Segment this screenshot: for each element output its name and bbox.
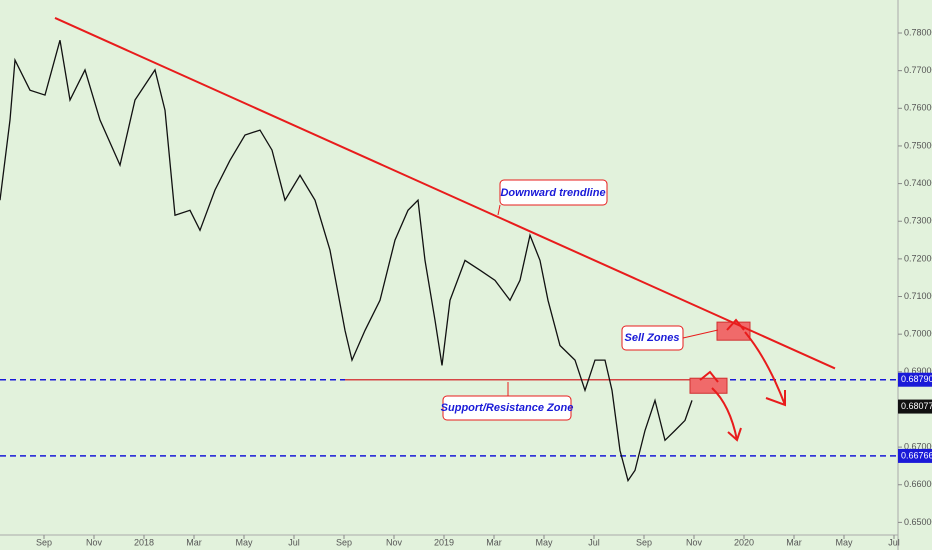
- x-tick-label: Nov: [86, 537, 103, 547]
- annotation: Support/Resistance Zone: [441, 402, 574, 414]
- callout-pointer: [497, 204, 501, 216]
- price-tag: [898, 448, 932, 463]
- sell-zone: [716, 321, 751, 341]
- callout-box: [442, 395, 572, 421]
- x-tick-label: May: [535, 537, 553, 547]
- x-tick-label: Nov: [386, 537, 403, 547]
- last-price-tag: [898, 399, 932, 414]
- arrows: [699, 318, 786, 442]
- price-tag: [898, 372, 932, 387]
- caret: [726, 318, 745, 331]
- x-tick-label: 2019: [434, 537, 454, 547]
- x-tick-label: Mar: [186, 537, 202, 547]
- x-tick-label: 2020: [734, 537, 754, 547]
- x-tick-label: May: [835, 537, 853, 547]
- caret: [699, 370, 719, 383]
- annotation: Downward trendline: [500, 187, 605, 199]
- x-tick-label: Mar: [786, 537, 802, 547]
- trendline: [54, 17, 836, 370]
- price-tag-label: 0.68790: [901, 374, 932, 384]
- callout: Downward trendline: [497, 179, 608, 216]
- callout-box: [621, 325, 684, 351]
- x-tick-label: Jul: [288, 537, 300, 547]
- plot: [0, 17, 898, 483]
- arrow: [744, 331, 786, 406]
- sell-zone: [689, 377, 728, 394]
- callout-pointer: [682, 329, 719, 339]
- last-price-label: 0.68077: [901, 401, 932, 411]
- callout: Sell Zones: [621, 325, 719, 351]
- x-tick-label: May: [235, 537, 253, 547]
- arrow: [711, 387, 738, 441]
- x-tick-label: 2018: [134, 537, 154, 547]
- y-tick-label: 0.78000: [904, 27, 932, 37]
- x-tick-label: Sep: [636, 537, 652, 547]
- x-tick-label: Sep: [336, 537, 352, 547]
- price-tag-label: 0.66766: [901, 450, 932, 460]
- x-tick-label: Nov: [686, 537, 703, 547]
- arrow-head: [727, 427, 742, 442]
- annotation: Sell Zones: [624, 332, 679, 344]
- price-line: [0, 40, 693, 483]
- x-tick-label: Jul: [588, 537, 600, 547]
- callout: Support/Resistance Zone: [441, 382, 574, 421]
- x-tick-label: Mar: [486, 537, 502, 547]
- x-tick-label: Sep: [36, 537, 52, 547]
- callout-box: [499, 179, 608, 206]
- x-tick-label: Jul: [888, 537, 900, 547]
- arrow-head: [765, 390, 786, 407]
